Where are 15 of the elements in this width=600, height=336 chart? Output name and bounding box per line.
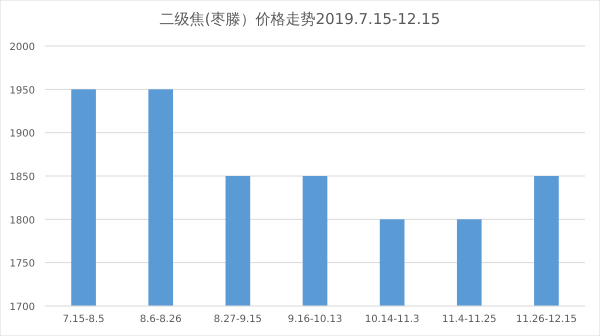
y-tick-label: 1750 [10,258,35,270]
y-tick-label: 1700 [10,302,35,313]
x-tick-label: 7.15-8.5 [62,314,104,325]
y-tick-label: 2000 [10,42,35,53]
y-tick-label: 1850 [10,172,35,183]
y-tick-label: 1950 [10,85,35,96]
x-tick-label: 11.26-12.15 [516,314,577,325]
x-tick-label: 8.6-8.26 [140,314,182,325]
x-tick-label: 8.27-9.15 [214,314,262,325]
x-tick-label: 11.4-11.25 [442,314,497,325]
x-tick-label: 9.16-10.13 [288,314,342,325]
y-tick-label: 1800 [10,215,35,226]
x-tick-label: 10.14-11.3 [364,314,420,325]
chart-title: 二级焦(枣滕）价格走势2019.7.15-12.15 [160,10,440,28]
y-tick-label: 1900 [10,128,35,140]
